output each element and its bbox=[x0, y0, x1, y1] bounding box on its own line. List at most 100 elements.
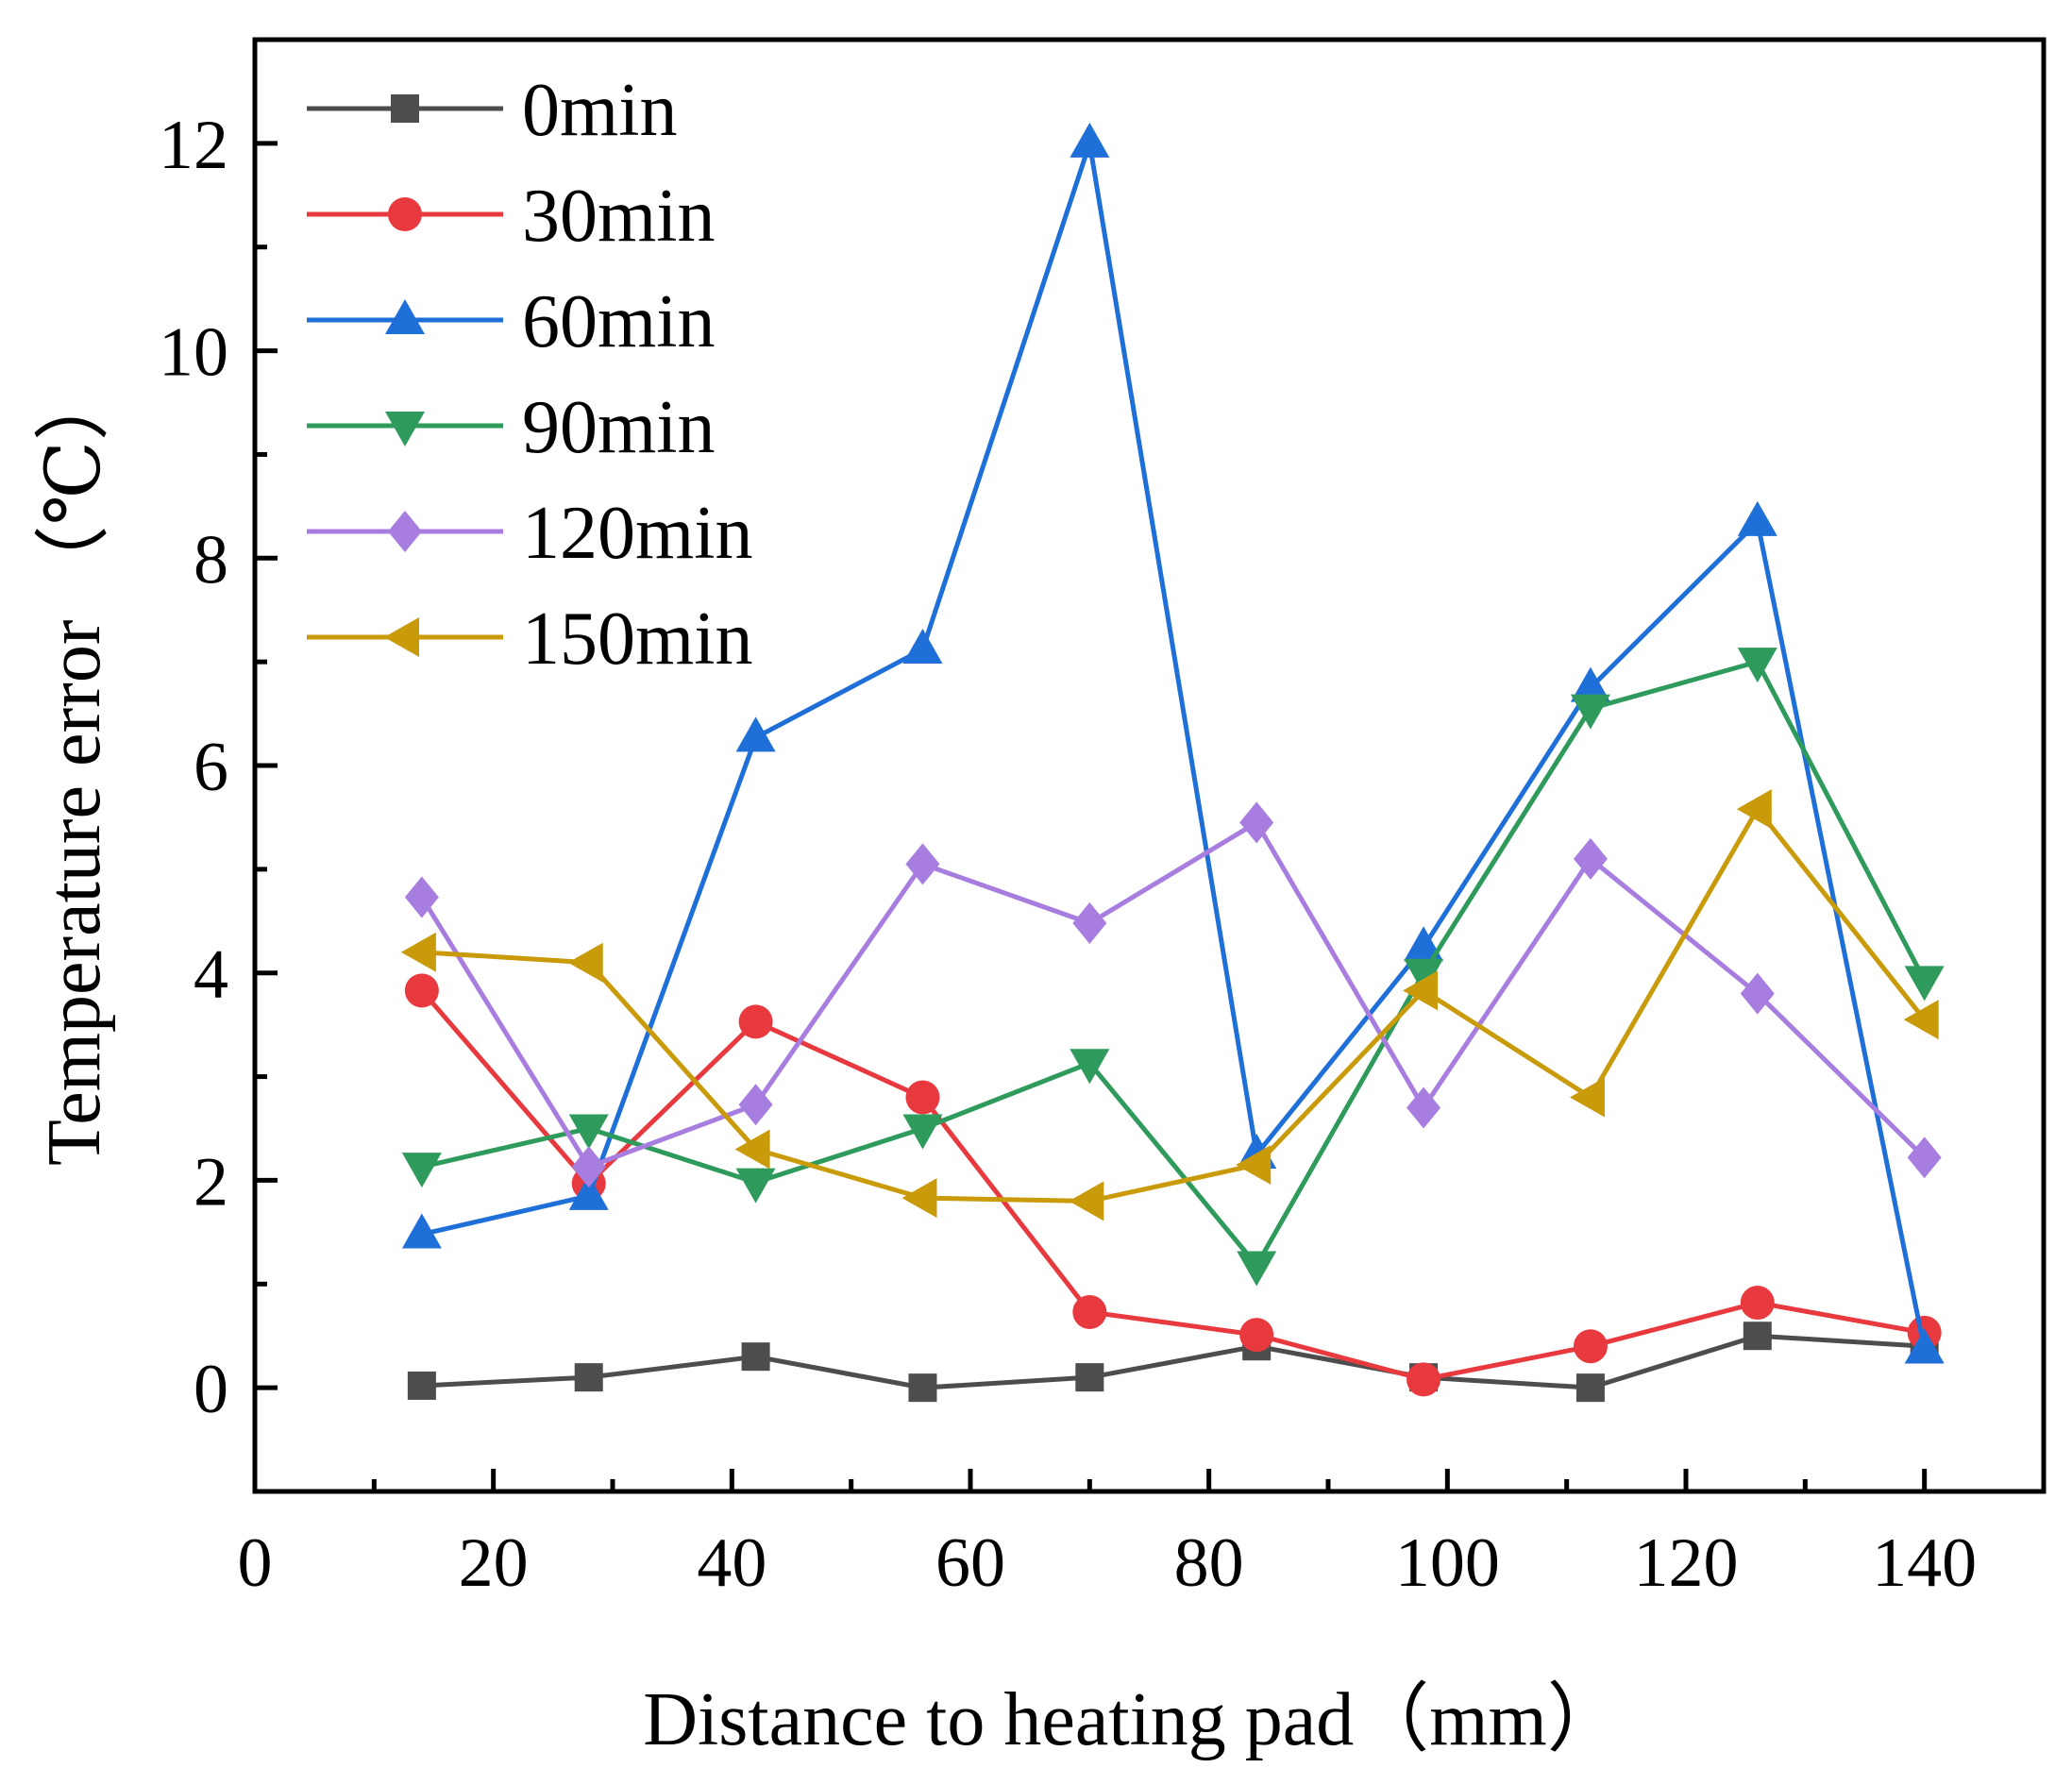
x-tick-label: 140 bbox=[1872, 1524, 1977, 1602]
data-point-120min-3 bbox=[905, 843, 940, 885]
x-tick-label: 60 bbox=[935, 1524, 1005, 1602]
legend-label-90min: 90min bbox=[522, 386, 715, 469]
data-point-90min-6 bbox=[1404, 958, 1444, 994]
data-point-30min-7 bbox=[1573, 1329, 1608, 1364]
x-tick-label: 20 bbox=[459, 1524, 529, 1602]
data-point-150min-8 bbox=[1736, 789, 1772, 830]
data-point-30min-3 bbox=[905, 1080, 940, 1115]
y-tick-label: 0 bbox=[194, 1351, 228, 1428]
data-point-0min-8 bbox=[1743, 1322, 1772, 1351]
data-point-30min-2 bbox=[738, 1004, 773, 1039]
legend-label-0min: 0min bbox=[522, 69, 677, 152]
legend-marker-150min bbox=[384, 617, 419, 657]
y-tick-label: 4 bbox=[194, 936, 228, 1014]
y-axis: 0 2 4 6 8 10 12 bbox=[159, 107, 278, 1428]
data-point-120min-6 bbox=[1407, 1086, 1441, 1129]
y-axis-title: Temperature error （℃） bbox=[33, 365, 116, 1166]
legend-item-0min: 0min bbox=[307, 69, 677, 152]
y-tick-label: 12 bbox=[159, 107, 228, 184]
data-point-0min-7 bbox=[1575, 1373, 1605, 1403]
data-point-60min-4 bbox=[1070, 122, 1110, 158]
data-point-120min-1 bbox=[571, 1146, 606, 1188]
legend-item-60min: 60min bbox=[307, 280, 715, 363]
data-point-90min-1 bbox=[568, 1114, 609, 1150]
legend-label-30min: 30min bbox=[522, 175, 715, 258]
data-point-30min-6 bbox=[1407, 1362, 1441, 1397]
data-point-0min-2 bbox=[741, 1342, 770, 1372]
legend-marker-30min bbox=[388, 197, 422, 231]
legend-item-90min: 90min bbox=[307, 386, 715, 469]
data-point-120min-9 bbox=[1907, 1137, 1942, 1179]
data-point-150min-7 bbox=[1569, 1077, 1605, 1118]
data-point-120min-2 bbox=[738, 1084, 773, 1126]
data-point-90min-8 bbox=[1737, 648, 1777, 683]
x-tick-label: 0 bbox=[238, 1524, 273, 1602]
data-point-150min-5 bbox=[1236, 1144, 1272, 1185]
data-point-60min-7 bbox=[1570, 666, 1610, 702]
data-point-30min-4 bbox=[1072, 1294, 1107, 1329]
legend-label-150min: 150min bbox=[522, 598, 752, 681]
data-point-120min-7 bbox=[1573, 837, 1608, 880]
legend-marker-120min bbox=[388, 511, 422, 552]
x-tick-label: 80 bbox=[1174, 1524, 1244, 1602]
data-point-60min-6 bbox=[1404, 926, 1444, 962]
series-0min bbox=[407, 1322, 1939, 1403]
data-point-150min-0 bbox=[400, 932, 436, 972]
data-point-30min-0 bbox=[404, 973, 439, 1008]
series-line-150min bbox=[421, 806, 1927, 1204]
x-tick-label: 40 bbox=[697, 1524, 766, 1602]
data-point-150min-9 bbox=[1903, 1000, 1939, 1040]
data-point-0min-1 bbox=[574, 1363, 603, 1392]
series-90min bbox=[401, 648, 1945, 1287]
data-point-60min-3 bbox=[902, 628, 943, 664]
data-point-90min-9 bbox=[1904, 966, 1945, 1002]
series-line-90min bbox=[421, 659, 1927, 1269]
x-tick-label: 100 bbox=[1395, 1524, 1500, 1602]
series-150min bbox=[400, 789, 1939, 1221]
data-point-90min-7 bbox=[1570, 694, 1610, 730]
data-point-60min-1 bbox=[568, 1174, 609, 1210]
data-point-60min-2 bbox=[735, 716, 776, 752]
y-tick-label: 2 bbox=[194, 1143, 228, 1221]
data-point-0min-3 bbox=[908, 1373, 937, 1403]
series-line-60min bbox=[421, 141, 1928, 1350]
data-point-90min-4 bbox=[1070, 1049, 1110, 1085]
data-point-90min-5 bbox=[1237, 1251, 1277, 1287]
legend-label-120min: 120min bbox=[522, 492, 752, 575]
series-60min bbox=[401, 122, 1945, 1364]
legend: 0min 30min 60min 90min 120min 150min bbox=[307, 69, 752, 681]
data-point-60min-0 bbox=[401, 1213, 442, 1249]
legend-item-120min: 120min bbox=[307, 492, 752, 575]
legend-label-60min: 60min bbox=[522, 280, 715, 363]
series-layer bbox=[400, 122, 1945, 1403]
legend-item-30min: 30min bbox=[307, 175, 715, 258]
data-point-150min-1 bbox=[567, 942, 603, 983]
data-point-150min-2 bbox=[734, 1129, 770, 1170]
data-point-30min-8 bbox=[1740, 1286, 1775, 1321]
data-point-0min-0 bbox=[407, 1371, 436, 1400]
legend-item-150min: 150min bbox=[307, 598, 752, 681]
series-120min bbox=[404, 801, 1942, 1188]
legend-marker-0min bbox=[391, 94, 419, 123]
x-axis: 0 20 40 60 80 100 120 140 bbox=[238, 1469, 2047, 1602]
data-point-60min-9 bbox=[1904, 1328, 1945, 1364]
data-point-150min-4 bbox=[1069, 1181, 1104, 1221]
legend-marker-90min bbox=[385, 412, 425, 446]
y-tick-label: 8 bbox=[194, 521, 228, 598]
series-line-30min bbox=[419, 988, 1926, 1382]
data-point-120min-0 bbox=[404, 876, 439, 918]
series-line-0min bbox=[421, 1333, 1925, 1390]
data-point-90min-2 bbox=[735, 1168, 776, 1204]
data-point-60min-8 bbox=[1737, 500, 1777, 536]
data-point-30min-5 bbox=[1239, 1318, 1274, 1353]
data-point-90min-3 bbox=[902, 1114, 943, 1150]
data-point-120min-5 bbox=[1239, 801, 1274, 844]
y-tick-label: 10 bbox=[159, 314, 228, 392]
data-point-120min-8 bbox=[1740, 972, 1775, 1015]
data-point-120min-4 bbox=[1072, 901, 1107, 944]
data-point-90min-0 bbox=[401, 1153, 442, 1188]
series-line-120min bbox=[419, 819, 1927, 1170]
y-tick-label: 6 bbox=[194, 729, 228, 806]
